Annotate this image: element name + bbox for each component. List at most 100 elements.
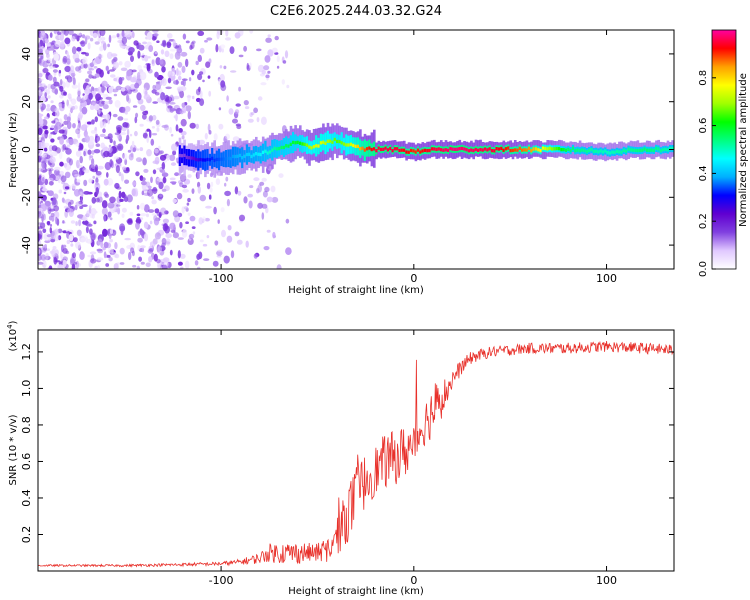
spectrogram-noise-cell [225,176,229,182]
spectrogram-noise-cell [208,90,212,97]
spectrogram-noise-cell [95,187,99,195]
spectrogram-noise-cell [118,171,122,177]
spectrogram-noise-cell [50,125,56,129]
spectrogram-noise-cell [95,171,102,176]
spectrogram-noise-cell [77,82,81,91]
spectrogram-noise-cell [52,231,55,236]
spectrogram-noise-cell [271,196,279,203]
spectrogram-noise-cell [165,233,172,239]
spectrogram-noise-cell [68,233,74,242]
spectrogram-ridge-core [456,147,459,151]
spectrogram-noise-cell [135,218,142,224]
spectrogram-noise-cell [137,50,141,59]
snr-plot-area [38,330,674,571]
spectrogram-noise-cell [160,49,165,55]
spectrogram-ridge-core [511,148,514,153]
spectrogram-ridge-core [412,149,415,153]
spectrogram-noise-cell [187,174,192,178]
spectrogram-ridge-core [384,146,387,150]
spectrogram-ridge-core [326,139,329,143]
spectrogram-noise-cell [122,152,125,159]
spectrogram-noise-cell [181,65,186,73]
spectrogram-noise-cell [189,45,193,50]
spectrogram-ridge-core [632,148,635,152]
svg-text:(x104): (x104) [6,320,19,351]
spectrogram-noise-cell [169,48,176,52]
spectrogram-ridge-core [615,149,618,153]
spectrogram-noise-cell [80,237,87,243]
spectrogram-noise-cell [103,251,107,259]
spectrogram-ridge-core [650,148,653,152]
spectrogram-noise-cell [130,77,137,83]
spectrogram-noise-cell [220,80,226,88]
spectrogram-ridge-core [292,140,295,145]
snr-y-tick-label: 1.0 [20,380,33,398]
spectrogram-noise-cell [100,142,105,149]
spectrogram-noise-cell [135,112,139,118]
spectrogram-noise-cell [284,50,289,59]
spectrogram-noise-cell [138,256,143,262]
spectrogram-noise-cell [132,264,137,268]
spectrogram-ridge-core [220,157,223,161]
spectrogram-ridge-core [236,154,239,158]
spectrogram-noise-cell [62,220,65,224]
spectrogram-x-tick-label: 100 [596,272,617,285]
spectrogram-ridge-core [581,148,584,152]
spectrogram-ridge-core [426,149,429,153]
spectrogram-noise-cell [38,89,42,97]
spectrogram-noise-cell [75,201,82,207]
spectrogram-noise-cell [126,93,129,102]
spectrogram-ridge-core [664,147,667,151]
spectrogram-ridge-core [449,146,452,151]
spectrogram-noise-cell [53,81,60,87]
spectrogram-noise-cell [285,247,292,256]
spectrogram-noise-cell [182,33,187,40]
spectrogram-panel: -100 0 100 -40 -20 0 20 40 Height of straight … [8,29,675,296]
spectrogram-ridge-core [659,149,662,153]
spectrogram-noise-cell [247,193,253,198]
spectrogram-x-tick-label: 0 [410,272,417,285]
spectrogram-noise-cell [151,199,157,205]
spectrogram-noise-cell [177,261,183,266]
spectrogram-noise-cell [91,163,97,169]
spectrogram-noise-cell [109,196,116,204]
spectrogram-noise-cell [197,266,201,269]
spectrogram-ridge-core [622,148,625,152]
spectrogram-noise-cell [44,116,49,120]
spectrogram-noise-cell [91,90,95,95]
spectrogram-noise-cell [126,134,130,142]
spectrogram-noise-cell [131,140,135,148]
spectrogram-noise-cell [108,69,115,72]
spectrogram-noise-cell [274,35,279,41]
spectrogram-noise-cell [161,188,167,192]
spectrogram-ridge-core [613,150,616,154]
spectrogram-noise-cell [175,124,179,132]
spectrogram-noise-cell [181,229,188,238]
spectrogram-noise-cell [136,265,140,269]
spectrogram-ridge-core [564,148,568,152]
spectrogram-noise-cell [221,48,224,53]
spectrogram-noise-cell [160,207,167,216]
spectrogram-ridge-core [282,145,285,150]
spectrogram-noise-cell [164,50,170,58]
spectrogram-noise-cell [140,104,146,112]
spectrogram-noise-cell [188,77,192,82]
spectrogram-noise-cell [197,30,205,36]
snr-y-tick-label: 1.2 [20,343,33,361]
spectrogram-ridge-core [329,139,332,143]
spectrogram-noise-cell [113,140,116,146]
spectrogram-noise-cell [111,35,117,39]
spectrogram-noise-cell [227,225,232,231]
spectrogram-noise-cell [179,253,186,259]
spectrogram-ridge-core [312,145,315,149]
spectrogram-ridge-core [259,152,262,157]
spectrogram-noise-cell [232,118,238,124]
spectrogram-ridge-core [222,157,225,161]
spectrogram-noise-cell [124,179,130,184]
spectrogram-noise-cell [159,59,164,65]
spectrogram-noise-cell [50,132,54,135]
spectrogram-ridge-core [465,148,468,152]
spectrogram-noise-cell [87,254,92,258]
spectrogram-noise-cell [183,206,188,210]
spectrogram-noise-cell [40,254,47,261]
